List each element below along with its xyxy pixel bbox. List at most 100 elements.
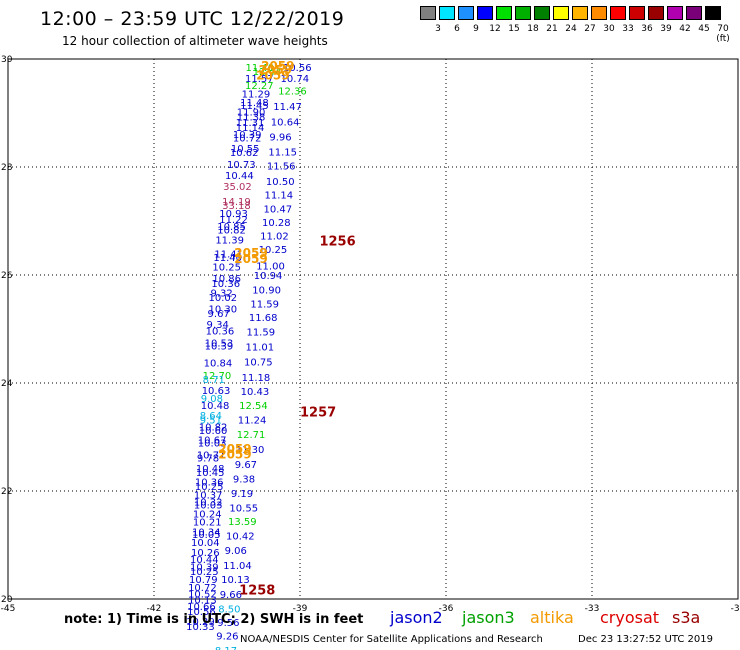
wave-height-label: 10.36 xyxy=(195,478,224,489)
units-note: note: 1) Time is in UTC; 2) SWH is in fe… xyxy=(64,612,364,627)
wave-height-label: 10.02 xyxy=(209,293,238,304)
wave-height-label: 11.59 xyxy=(250,299,279,310)
wave-height-label: 11.02 xyxy=(260,231,289,242)
plot-frame xyxy=(7,58,739,600)
wave-height-label: 10.03 xyxy=(198,439,227,450)
wave-height-label: 10.43 xyxy=(241,387,270,398)
credit-text: NOAA/NESDIS Center for Satellite Applica… xyxy=(240,634,543,645)
wave-height-label: 10.56 xyxy=(187,607,216,618)
satellite-label-jason2: jason2 xyxy=(390,608,443,627)
wave-height-label: 10.37 xyxy=(194,491,223,502)
wave-height-label: 10.82 xyxy=(199,423,228,434)
legend-swatch xyxy=(496,6,512,20)
x-tick-label: -30 xyxy=(731,604,740,614)
y-tick-label: 26 xyxy=(1,271,13,281)
wave-height-label: 10.32 xyxy=(194,498,223,509)
wave-height-label: 9.67 xyxy=(208,309,230,320)
wave-height-label: 10.03 xyxy=(194,500,223,511)
x-tick-label: -33 xyxy=(585,604,600,614)
wave-height-label: 11.04 xyxy=(223,561,252,572)
wave-height-label: 9.51 xyxy=(200,416,222,427)
wave-height-label: 11.40 xyxy=(245,63,274,74)
legend-swatch xyxy=(591,6,607,20)
legend-label: 15 xyxy=(508,24,520,34)
legend-swatch xyxy=(420,6,436,20)
wave-height-label: 11.30 xyxy=(236,445,265,456)
pass-time-label: 2059 xyxy=(218,448,251,462)
wave-height-label: 10.45 xyxy=(196,468,225,479)
legend-label: 6 xyxy=(454,24,460,34)
wave-height-label: 11.31 xyxy=(236,118,265,129)
wave-height-label: 10.21 xyxy=(193,518,222,529)
wave-height-label: 10.85 xyxy=(217,222,246,233)
wave-height-label: 11.29 xyxy=(242,89,271,100)
legend-swatch xyxy=(705,6,721,20)
wave-height-label: 11.68 xyxy=(249,313,278,324)
wave-height-label: 10.39 xyxy=(190,562,219,573)
wave-height-label: 10.39 xyxy=(233,130,262,141)
wave-height-label: 10.93 xyxy=(219,209,248,220)
y-tick-label: 24 xyxy=(1,379,13,389)
wave-height-label: 9.08 xyxy=(201,394,223,405)
satellite-label-jason3: jason3 xyxy=(462,608,515,627)
wave-height-label: 10.26 xyxy=(191,548,220,559)
wave-height-label: 10.79 xyxy=(189,575,218,586)
wave-height-label: 10.28 xyxy=(262,218,291,229)
wave-height-label: 10.36 xyxy=(211,279,240,290)
wave-height-label: 10.67 xyxy=(198,435,227,446)
legend-swatch xyxy=(610,6,626,20)
wave-height-label: 11.39 xyxy=(215,236,244,247)
wave-height-label: 10.42 xyxy=(226,532,255,543)
y-tick-label: 30 xyxy=(1,55,13,65)
satellite-label-s3a: s3a xyxy=(672,608,701,627)
legend-label: 42 xyxy=(679,24,691,34)
wave-height-label: 11.00 xyxy=(256,262,285,273)
wave-height-label: 9.32 xyxy=(210,289,232,300)
wave-height-label: 8.17 xyxy=(215,646,237,650)
wave-height-label: 9.34 xyxy=(207,320,229,331)
wave-height-label: 11.14 xyxy=(236,123,265,134)
wave-height-label: 10.94 xyxy=(254,271,283,282)
wave-height-label: 10.39 xyxy=(205,342,234,353)
wave-height-label: 12.71 xyxy=(237,430,266,441)
wave-height-label: 10.04 xyxy=(191,538,220,549)
legend-swatch xyxy=(553,6,569,20)
wave-height-label: 10.66 xyxy=(187,602,216,613)
legend-swatch xyxy=(477,6,493,20)
legend-label: 39 xyxy=(660,24,672,34)
wave-height-label: 11.40 xyxy=(213,253,242,264)
wave-height-label: 11.01 xyxy=(245,343,274,354)
wave-height-label: 10.25 xyxy=(212,263,241,274)
wave-height-label: 10.52 xyxy=(188,589,217,600)
orbit-number-label: 1256 xyxy=(319,234,355,249)
wave-height-label: 10.62 xyxy=(230,148,259,159)
wave-height-label: 12.36 xyxy=(278,87,307,98)
wave-height-label: 12.54 xyxy=(239,401,268,412)
wave-height-label: 9.78 xyxy=(197,453,219,464)
page-subtitle: 12 hour collection of altimeter wave hei… xyxy=(62,34,328,48)
wave-height-label: 11.47 xyxy=(273,102,302,113)
legend-label: 70 (ft) xyxy=(716,24,730,44)
pass-time-label: 2059 xyxy=(234,246,267,260)
wave-height-label: 9.38 xyxy=(233,474,255,485)
wave-height-label: 11.22 xyxy=(219,215,248,226)
legend-swatch xyxy=(534,6,550,20)
wave-height-label: 12.44 xyxy=(253,67,282,78)
legend-swatch xyxy=(686,6,702,20)
legend-label: 30 xyxy=(603,24,615,34)
wave-height-label: 10.48 xyxy=(201,401,230,412)
y-tick-label: 22 xyxy=(1,487,12,497)
wave-height-label: 12.27 xyxy=(245,81,274,92)
wave-height-label: 11.15 xyxy=(268,148,297,159)
satellite-label-cryosat: cryosat xyxy=(600,608,660,627)
wave-height-label: 10.55 xyxy=(231,144,260,155)
wave-height-label: 9.56 xyxy=(217,618,239,629)
wave-height-label: 10.48 xyxy=(196,464,225,475)
x-tick-label: -39 xyxy=(293,604,308,614)
wave-height-label: 10.44 xyxy=(190,555,219,566)
wave-height-label: 14.19 xyxy=(222,197,251,208)
wave-height-label: 10.30 xyxy=(209,304,238,315)
wave-height-label: 11.45 xyxy=(240,101,269,112)
wave-height-label: 10.25 xyxy=(190,567,219,578)
wave-height-label: 10.47 xyxy=(264,204,293,215)
